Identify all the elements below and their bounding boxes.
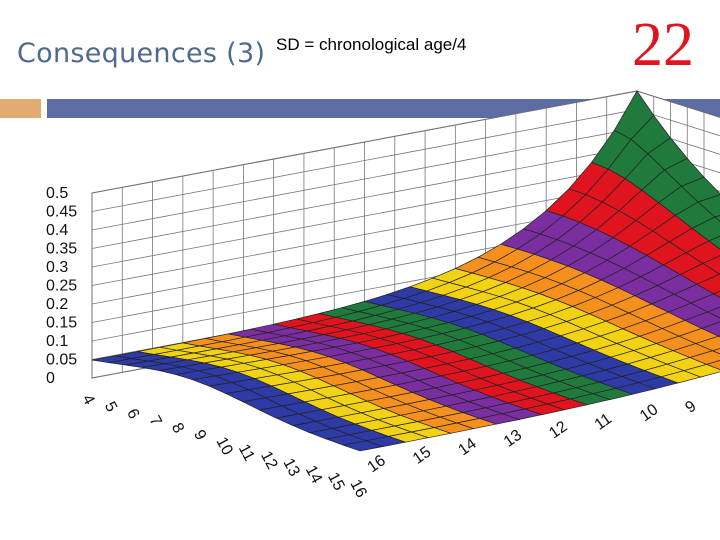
depth-tick-label: 15	[410, 444, 434, 468]
depth-tick-label: 10	[637, 401, 661, 425]
z-tick-label-left: 0.05	[46, 352, 77, 369]
slide-number: 22	[632, 11, 694, 79]
width-tick-label: 7	[145, 413, 164, 429]
slide-title: Consequences (3)	[17, 38, 266, 69]
width-tick-label: 9	[190, 427, 209, 443]
z-tick-label-left: 0.25	[46, 278, 77, 295]
chart-title: SD = chronological age/4	[276, 35, 467, 54]
depth-tick-label: 11	[592, 410, 615, 434]
z-tick-label-left: 0.2	[46, 296, 68, 313]
z-tick-label-left: 0.4	[46, 222, 68, 239]
z-tick-label-left: 0.35	[46, 241, 77, 258]
surface-cell	[711, 348, 720, 355]
depth-tick-label: 12	[546, 418, 570, 442]
z-tick-labels-left: 00.05 0.10.15 0.20.25 0.30.35 0.40.45 0.5	[46, 185, 77, 387]
width-tick-label: 14	[302, 463, 325, 487]
depth-tick-label: 9	[682, 398, 699, 417]
z-tick-label-left: 0.5	[46, 185, 68, 202]
z-tick-label-left: 0.3	[46, 259, 68, 276]
depth-tick-label: 13	[501, 427, 525, 451]
z-tick-label-left: 0.15	[46, 315, 77, 332]
surface-cell	[712, 290, 720, 298]
depth-tick-label: 16	[365, 452, 389, 476]
z-tick-label-left: 0.45	[46, 204, 77, 221]
width-tick-label: 6	[123, 406, 142, 422]
width-tick-label: 5	[101, 399, 120, 415]
accent-bar-orange	[0, 99, 41, 118]
width-tick-label: 10	[212, 434, 235, 458]
surface-cell	[341, 440, 385, 452]
depth-tick-label: 14	[455, 435, 479, 459]
z-tick-label-left: 0	[46, 370, 55, 387]
width-tick-label: 12	[257, 449, 280, 473]
width-tick-label: 16	[346, 477, 369, 501]
width-tick-label: 8	[168, 420, 187, 436]
z-tick-label-left: 0.1	[46, 333, 68, 350]
chart-surface	[91, 90, 720, 452]
width-tick-label: 4	[78, 392, 97, 408]
width-tick-label: 11	[235, 441, 258, 464]
width-tick-label: 15	[324, 470, 347, 494]
width-tick-label: 13	[279, 456, 302, 480]
